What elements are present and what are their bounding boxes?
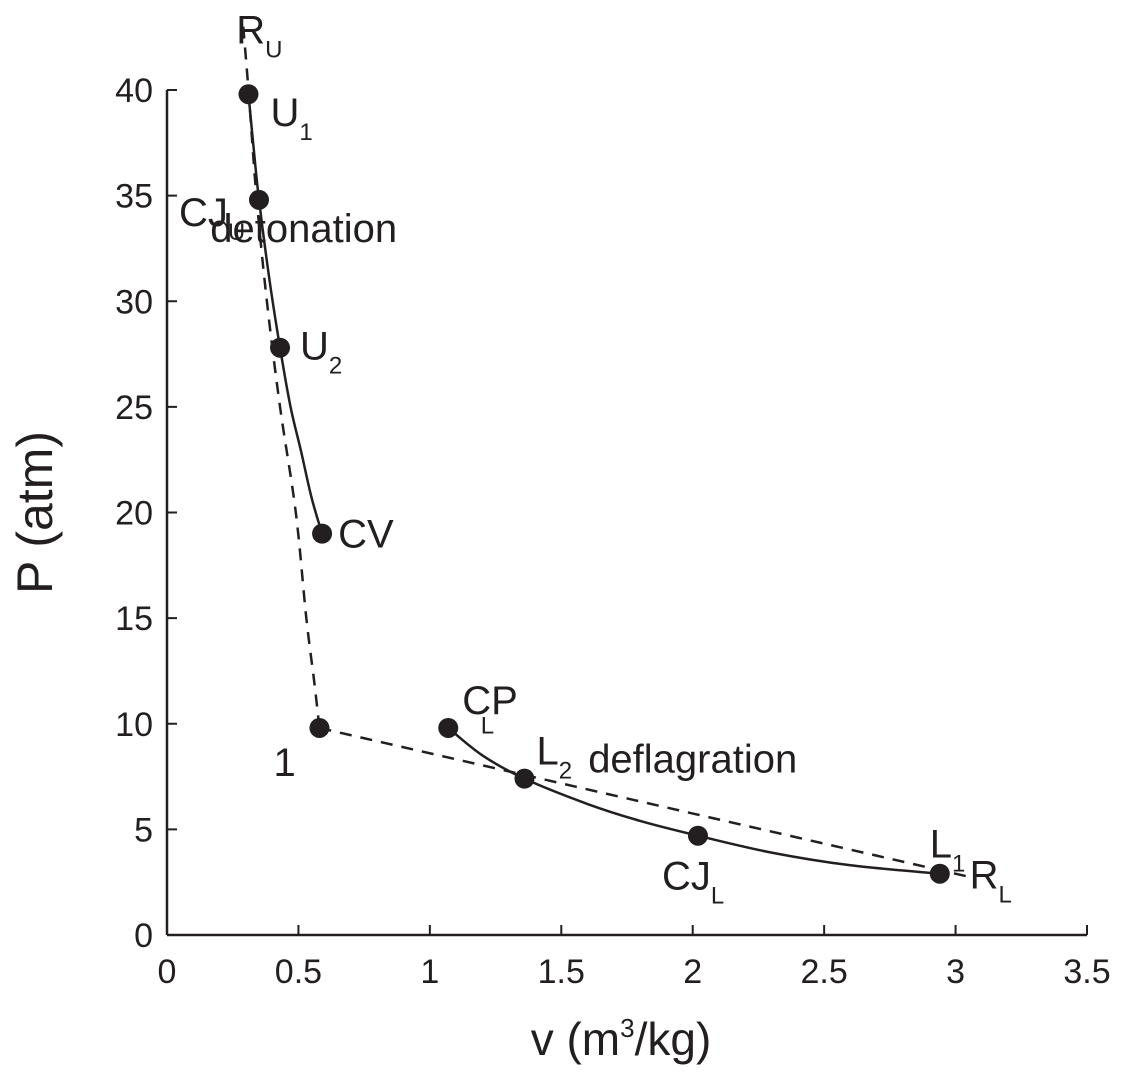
curve-label-rl: RL: [970, 854, 1012, 909]
x-tick-label: 3.5: [1063, 953, 1110, 991]
x-tick-label: 1: [420, 953, 439, 991]
point-u1-label-sub: 1: [299, 119, 312, 146]
point-cju: [249, 189, 269, 210]
point-1: [309, 717, 330, 738]
point-l2-label-sub: 2: [559, 758, 572, 785]
point-cjl-label: CJL: [662, 855, 724, 910]
x-axis-title-pre: v (m: [531, 1013, 620, 1065]
y-tick-label: 40: [115, 72, 153, 110]
x-tick-label: 0.5: [275, 953, 322, 991]
point-u2-label-main: U: [300, 325, 329, 369]
point-1-label-main: 1: [273, 741, 295, 785]
y-ticks: 0 5 10 15 20 25 30 35 40: [115, 72, 177, 955]
point-cv-label: CV: [338, 513, 394, 557]
point-u1-label: U1: [270, 91, 312, 146]
point-cp-label-main: CP: [462, 679, 518, 723]
annotation-deflagration: deflagration: [588, 737, 797, 781]
curve-label-ru-main: R: [236, 9, 265, 53]
point-1-label: 1: [273, 741, 295, 785]
curve-upper-hugoniot-branch: [247, 94, 324, 534]
y-tick-label: 5: [134, 811, 153, 849]
point-l2: [514, 768, 535, 789]
y-tick-label: 0: [134, 917, 153, 955]
x-tick-label: 0: [158, 953, 177, 991]
point-u1-label-main: U: [270, 91, 299, 135]
curve-label-xl: L: [481, 713, 494, 740]
curve-label-rl-main: R: [970, 854, 999, 898]
points-layer: [238, 84, 950, 884]
x-axis-title-post: /kg): [635, 1013, 712, 1065]
x-tick-label: 3: [946, 953, 965, 991]
x-axis-title-sup: 3: [620, 1013, 634, 1043]
x-tick-label: 2.5: [801, 953, 848, 991]
point-cp-label: CP: [462, 679, 518, 723]
point-cv: [312, 523, 333, 544]
x-tick-label: 2: [683, 953, 702, 991]
point-cju-label: CJU: [179, 191, 245, 246]
curve-label-rl-sub: L: [999, 882, 1012, 909]
y-tick-label: 20: [115, 495, 153, 533]
point-l1-label-main: L: [930, 823, 952, 867]
point-u1: [238, 84, 259, 105]
y-tick-label: 10: [115, 706, 153, 744]
y-tick-label: 25: [115, 389, 153, 427]
curve-label-ru-sub: U: [265, 37, 282, 64]
point-l2-label: L2: [536, 730, 572, 785]
labels-layer: U1CJUU2CV1CPL2CJLL1RURLLdetonationdeflag…: [179, 9, 1012, 910]
point-cp: [438, 717, 459, 738]
point-u2: [270, 337, 291, 358]
curve-r-l: [319, 726, 975, 880]
point-cju-label-main: CJ: [179, 191, 228, 235]
curve-label-ru: RU: [236, 9, 282, 64]
point-u2-label-sub: 2: [329, 353, 342, 380]
x-axis-title: v (m3/kg): [531, 1013, 712, 1065]
point-u2-label: U2: [300, 325, 342, 380]
annotation-detonation: detonation: [210, 207, 397, 251]
x-ticks: 0 0.5 1 1.5 2 2.5 3 3.5: [158, 925, 1111, 991]
curve-lower-hugoniot-branch: [447, 727, 940, 875]
point-l1-label: L1: [930, 823, 966, 878]
x-tick-label: 1.5: [538, 953, 585, 991]
y-tick-label: 35: [115, 178, 153, 216]
point-l1-label-sub: 1: [952, 851, 965, 878]
point-cjl-label-sub: L: [711, 883, 724, 910]
y-tick-label: 30: [115, 283, 153, 321]
point-cjl: [687, 825, 708, 846]
curve-label-xl-sub: L: [481, 713, 494, 740]
point-cju-label-sub: U: [228, 219, 245, 246]
point-cjl-label-main: CJ: [662, 855, 711, 899]
y-axis-title: P (atm): [7, 431, 63, 594]
y-tick-label: 15: [115, 600, 153, 638]
point-l2-label-main: L: [536, 730, 558, 774]
point-l1: [929, 863, 950, 884]
point-cv-label-main: CV: [338, 513, 394, 557]
